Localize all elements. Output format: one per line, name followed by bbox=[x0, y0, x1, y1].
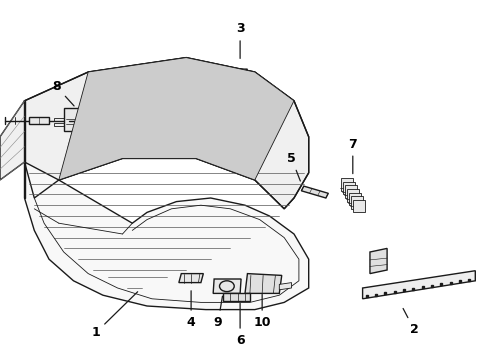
Text: 2: 2 bbox=[403, 309, 418, 336]
Polygon shape bbox=[0, 101, 24, 180]
Text: 7: 7 bbox=[348, 138, 357, 174]
Polygon shape bbox=[24, 162, 309, 310]
Polygon shape bbox=[343, 182, 355, 194]
Polygon shape bbox=[223, 293, 250, 301]
Polygon shape bbox=[88, 108, 113, 131]
Text: 8: 8 bbox=[52, 80, 74, 106]
Polygon shape bbox=[59, 58, 294, 180]
Text: 3: 3 bbox=[236, 22, 245, 58]
Polygon shape bbox=[363, 271, 475, 299]
Text: 1: 1 bbox=[91, 292, 138, 339]
Polygon shape bbox=[179, 274, 203, 283]
Polygon shape bbox=[245, 274, 282, 293]
Polygon shape bbox=[349, 193, 361, 205]
Text: 9: 9 bbox=[214, 296, 222, 329]
Polygon shape bbox=[24, 58, 309, 209]
Polygon shape bbox=[346, 189, 359, 202]
Polygon shape bbox=[341, 178, 353, 191]
Text: 10: 10 bbox=[253, 294, 271, 329]
Polygon shape bbox=[353, 200, 365, 212]
Text: 6: 6 bbox=[236, 303, 245, 347]
Polygon shape bbox=[351, 196, 363, 209]
Polygon shape bbox=[370, 248, 387, 274]
Polygon shape bbox=[223, 69, 247, 72]
Text: 4: 4 bbox=[187, 291, 196, 329]
Polygon shape bbox=[64, 108, 88, 131]
Polygon shape bbox=[213, 279, 241, 293]
Polygon shape bbox=[344, 185, 357, 198]
Text: 5: 5 bbox=[287, 152, 300, 181]
Polygon shape bbox=[301, 186, 328, 198]
Polygon shape bbox=[279, 283, 292, 290]
Polygon shape bbox=[29, 117, 49, 124]
